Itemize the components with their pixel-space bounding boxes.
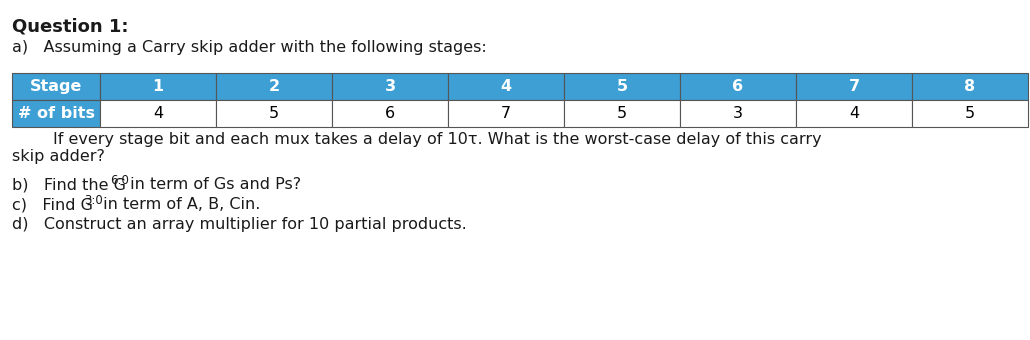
Bar: [12, 73, 100, 100]
Text: 3: 3: [384, 79, 396, 94]
Bar: [448, 73, 564, 100]
Bar: [448, 100, 564, 127]
Text: d)   Construct an array multiplier for 10 partial products.: d) Construct an array multiplier for 10 …: [12, 217, 467, 232]
Text: If every stage bit and each mux takes a delay of 10τ. What is the worst-case del: If every stage bit and each mux takes a …: [12, 132, 822, 147]
Text: in term of A, B, Cin.: in term of A, B, Cin.: [99, 197, 261, 212]
Text: a)   Assuming a Carry skip adder with the following stages:: a) Assuming a Carry skip adder with the …: [12, 40, 487, 55]
Text: 5: 5: [617, 106, 627, 121]
Text: 6: 6: [385, 106, 396, 121]
Text: # of bits: # of bits: [18, 106, 95, 121]
Text: skip adder?: skip adder?: [12, 149, 105, 164]
Text: 5: 5: [616, 79, 627, 94]
Text: 7: 7: [849, 79, 860, 94]
Text: c)   Find G: c) Find G: [12, 197, 93, 212]
Bar: [216, 73, 332, 100]
Text: 5: 5: [269, 106, 279, 121]
Bar: [796, 73, 912, 100]
Bar: [796, 100, 912, 127]
Text: 6: 6: [732, 79, 744, 94]
Text: 3:0: 3:0: [84, 194, 103, 207]
Text: in term of Gs and Ps?: in term of Gs and Ps?: [125, 177, 301, 192]
Bar: [912, 73, 1028, 100]
Bar: [564, 100, 680, 127]
Bar: [100, 100, 216, 127]
Bar: [332, 73, 448, 100]
Text: Stage: Stage: [30, 79, 82, 94]
Text: 3: 3: [733, 106, 743, 121]
Text: 6:0: 6:0: [110, 174, 129, 187]
Text: 7: 7: [501, 106, 511, 121]
Bar: [564, 73, 680, 100]
Text: b)   Find the G: b) Find the G: [12, 177, 126, 192]
Text: 8: 8: [964, 79, 975, 94]
Bar: [216, 100, 332, 127]
Bar: [680, 73, 796, 100]
Bar: [680, 100, 796, 127]
Bar: [12, 100, 100, 127]
Text: Question 1:: Question 1:: [12, 18, 129, 36]
Text: 4: 4: [152, 106, 163, 121]
Text: 5: 5: [965, 106, 975, 121]
Bar: [912, 100, 1028, 127]
Text: 1: 1: [152, 79, 164, 94]
Text: 2: 2: [269, 79, 279, 94]
Text: 4: 4: [849, 106, 859, 121]
Text: 4: 4: [501, 79, 512, 94]
Bar: [100, 73, 216, 100]
Bar: [332, 100, 448, 127]
